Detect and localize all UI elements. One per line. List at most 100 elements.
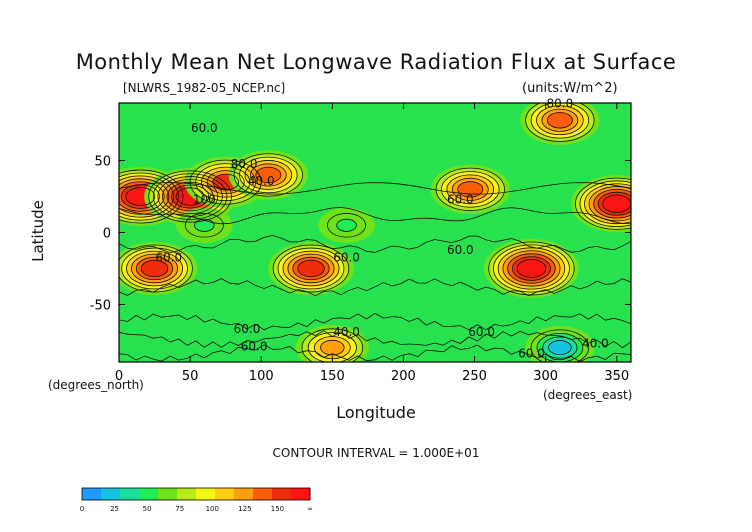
contour-line	[239, 156, 298, 194]
contour-line	[206, 170, 245, 195]
chart-title: Monthly Mean Net Longwave Radiation Flux…	[75, 50, 677, 74]
heat-feature	[318, 207, 375, 243]
heat-level	[547, 112, 573, 129]
contour-label: 60.0	[191, 121, 218, 135]
contour-line	[277, 247, 345, 290]
contour-line	[287, 253, 335, 284]
colorbar-swatch	[215, 488, 235, 500]
contour-line	[502, 250, 561, 287]
heat-feature	[430, 164, 510, 214]
colorbar-swatch	[196, 488, 216, 500]
colorbar-swatch	[177, 488, 197, 500]
colorbar-swatch	[101, 488, 121, 500]
contour-line	[125, 187, 156, 206]
colorbar	[81, 487, 311, 501]
heat-level	[548, 340, 572, 355]
contour-line	[516, 259, 547, 278]
x-tick-label: 100	[249, 369, 274, 384]
contour-label: 60.0	[447, 193, 474, 207]
contour-line	[441, 171, 500, 208]
colorbar-tick-label: 25	[110, 505, 120, 513]
contour-line	[497, 247, 566, 290]
colorbar-swatch	[253, 488, 273, 500]
heat-level	[255, 167, 281, 183]
contour-line	[126, 250, 183, 287]
colorbar-swatch	[234, 488, 254, 500]
y-tick-label: -50	[90, 298, 111, 313]
file-name-label: [NLWRS_1982-05_NCEP.nc]	[123, 81, 286, 95]
contour-line	[119, 344, 631, 362]
contour-line	[511, 256, 551, 281]
contour-line	[297, 259, 325, 278]
contour-line	[119, 312, 631, 331]
contour-line	[541, 108, 579, 132]
contour-label: 40.0	[333, 325, 360, 339]
colorbar-tick-label: 50	[142, 505, 152, 513]
contour-label: 60.0	[241, 339, 268, 353]
contour-line	[292, 256, 330, 281]
contour-line	[152, 173, 228, 220]
heat-feature	[520, 103, 600, 145]
colorbar-tick-label: 100	[205, 505, 219, 513]
contour-line	[588, 186, 631, 222]
colorbar-swatch	[82, 488, 102, 500]
colorbar-swatch	[120, 488, 140, 500]
contour-line	[201, 166, 251, 198]
contour-line	[233, 153, 303, 197]
heat-level	[320, 340, 345, 355]
y-tick-label: 50	[94, 155, 111, 170]
y-axis-title: Latitude	[29, 200, 47, 262]
contour-interval-note: CONTOUR INTERVAL = 1.000E+01	[272, 446, 480, 460]
contour-label: 100	[193, 193, 216, 207]
contour-line	[597, 191, 631, 216]
contour-line	[320, 339, 345, 356]
contour-line	[584, 183, 631, 225]
colorbar-swatch	[139, 488, 159, 500]
heat-level	[297, 260, 325, 277]
contour-line	[301, 328, 364, 362]
heat-level	[517, 259, 546, 278]
contour-line	[119, 181, 165, 212]
contour-line	[131, 253, 179, 284]
contour-line	[457, 181, 484, 198]
heat-level	[336, 219, 357, 232]
contour-label: 60.0	[468, 325, 495, 339]
contour-line	[255, 166, 282, 184]
contour-line	[135, 256, 174, 281]
contour-line	[119, 169, 184, 224]
contour-line	[189, 159, 262, 205]
x-tick-label: 250	[462, 369, 487, 384]
x-tick-label: 150	[320, 369, 345, 384]
contour-line	[593, 188, 631, 219]
contour-line	[119, 175, 175, 218]
y-tick-label: 0	[103, 227, 111, 242]
contour-line	[336, 218, 357, 232]
contour-line	[119, 172, 179, 221]
contour-line	[507, 253, 556, 284]
contour-line	[249, 163, 287, 187]
contour-line	[244, 160, 293, 190]
x-tick-label: 50	[182, 369, 199, 384]
colorbar-swatch	[291, 488, 311, 500]
colorbar-swatch	[272, 488, 292, 500]
contour-line	[119, 330, 631, 349]
heat-level	[602, 195, 631, 213]
contour-line	[525, 103, 595, 142]
contour-line	[119, 207, 631, 225]
contour-line	[488, 241, 575, 296]
heat-level	[194, 219, 215, 232]
colorbar-frame	[81, 487, 311, 501]
contour-line	[493, 244, 570, 293]
contour-line	[121, 247, 188, 290]
contour-line	[212, 173, 239, 191]
contour-line	[542, 336, 578, 359]
contour-line	[546, 112, 573, 129]
contour-line	[119, 182, 631, 195]
x-tick-label: 0	[115, 369, 123, 384]
colorbar-tick-label: 125	[238, 505, 252, 513]
x-tick-label: 350	[604, 369, 629, 384]
contour-label: 60.0	[234, 322, 261, 336]
contour-line	[446, 174, 495, 205]
contour-line	[435, 167, 505, 211]
